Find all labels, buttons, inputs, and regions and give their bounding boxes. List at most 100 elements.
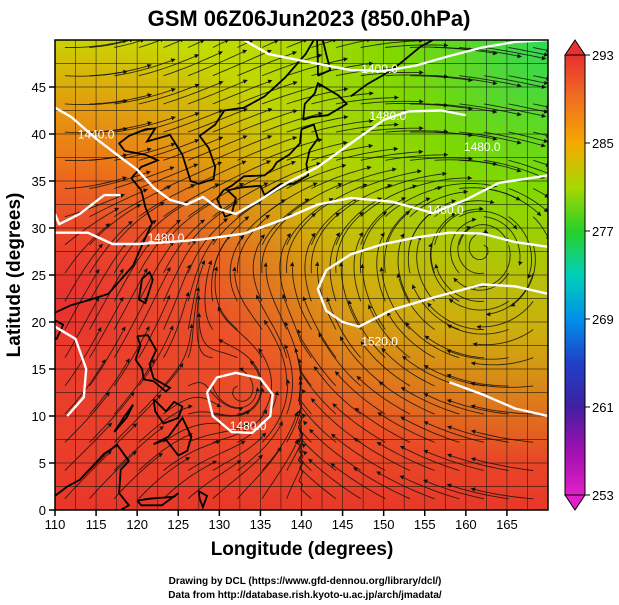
- streamline: [89, 300, 122, 358]
- streamline: [426, 481, 484, 500]
- streamline-arrow: [239, 183, 245, 187]
- streamline: [459, 103, 518, 115]
- streamline-arrow: [354, 407, 360, 413]
- streamline: [89, 94, 148, 105]
- streamline: [286, 165, 343, 189]
- streamline: [532, 188, 546, 196]
- streamline-arrow: [159, 426, 165, 431]
- streamline: [138, 245, 172, 302]
- streamline: [357, 440, 411, 471]
- streamline: [508, 131, 545, 142]
- streamline: [428, 337, 484, 359]
- streamline: [138, 85, 196, 105]
- streamline-arrow: [286, 233, 292, 238]
- streamline-arrow: [297, 329, 302, 334]
- streamline-arrow: [470, 429, 476, 434]
- lon-tick-label: 115: [86, 517, 107, 532]
- streamline: [198, 317, 238, 359]
- streamline: [429, 247, 460, 302]
- streamline-arrow: [194, 139, 200, 144]
- streamline-arrow: [479, 206, 484, 211]
- streamline: [232, 370, 254, 402]
- streamline-arrow: [170, 58, 176, 63]
- streamline: [219, 310, 263, 358]
- streamline-arrow: [132, 423, 138, 428]
- streamline: [459, 159, 518, 171]
- streamline: [456, 272, 509, 291]
- streamline-arrow: [485, 312, 491, 317]
- streamline: [234, 271, 263, 330]
- streamline: [291, 266, 312, 330]
- streamline-arrow: [310, 398, 316, 403]
- streamline: [508, 216, 533, 275]
- lon-tick-label: 140: [291, 517, 313, 532]
- streamline-arrow: [291, 160, 297, 165]
- streamline: [480, 301, 534, 328]
- streamline-arrow: [217, 161, 223, 166]
- streamline: [451, 455, 509, 471]
- height-contour: [448, 381, 548, 418]
- streamline-arrow: [332, 403, 338, 408]
- streamline-arrow: [242, 135, 248, 140]
- streamline: [385, 74, 445, 77]
- streamline-arrow: [146, 147, 152, 152]
- streamline-arrow: [224, 40, 229, 44]
- streamline: [64, 209, 116, 246]
- streamline: [64, 195, 121, 218]
- streamline-arrow: [201, 260, 205, 265]
- streamline: [384, 187, 439, 218]
- streamline-arrow: [343, 87, 349, 92]
- streamline-arrow: [448, 298, 454, 304]
- streamline: [385, 130, 445, 133]
- streamline: [187, 81, 244, 105]
- longitude-ticks: 110 115 120 125 130 135 140 145 150 155 160 165: [45, 510, 518, 532]
- streamline-arrow: [240, 440, 246, 445]
- contour-labels: 1400.0 1440.0 1480.0 1480.0 1480.0 1480.0 1520…: [78, 62, 501, 433]
- streamline-arrow: [394, 95, 399, 100]
- streamline-arrow: [130, 391, 135, 397]
- streamline-arrow: [359, 212, 364, 217]
- streamline: [508, 159, 548, 174]
- streamline: [457, 228, 484, 275]
- streamline-arrow: [143, 268, 148, 274]
- streamline-arrow: [136, 204, 142, 208]
- streamline: [434, 182, 493, 189]
- streamline: [409, 103, 469, 109]
- streamline-arrow: [185, 457, 191, 462]
- streamline: [459, 75, 518, 86]
- streamline: [138, 299, 169, 358]
- streamline-arrow: [369, 91, 374, 96]
- streamline: [385, 102, 445, 106]
- streamline-arrow: [179, 362, 184, 368]
- streamline: [342, 340, 386, 387]
- streamline-arrow: [472, 217, 477, 222]
- streamline-arrow: [312, 182, 318, 187]
- lat-tick-label: 20: [32, 315, 46, 330]
- streamline: [310, 215, 337, 274]
- streamline: [335, 124, 395, 133]
- streamline: [113, 204, 162, 246]
- coastline: [55, 40, 315, 314]
- streamline: [360, 40, 420, 48]
- streamline-arrow: [105, 391, 110, 397]
- streamline-arrow: [236, 460, 242, 465]
- streamline: [298, 425, 337, 471]
- streamline-arrow: [143, 188, 148, 193]
- streamline-arrow: [243, 423, 249, 428]
- streamline-arrow: [289, 261, 295, 267]
- streamline-arrow: [105, 223, 111, 228]
- streamline-arrow: [200, 40, 205, 44]
- streamline-arrow: [353, 438, 359, 443]
- streamline-arrow: [128, 221, 133, 226]
- streamline-arrow: [243, 108, 248, 113]
- streamline-arrow: [517, 53, 522, 59]
- streamline: [89, 395, 132, 443]
- streamline: [196, 300, 213, 359]
- streamline: [483, 103, 542, 117]
- streamline: [434, 103, 494, 112]
- streamline-arrow: [446, 349, 452, 354]
- streamline: [163, 52, 220, 77]
- streamline-arrow: [185, 291, 190, 297]
- streamline: [187, 137, 244, 161]
- streamline: [508, 75, 545, 84]
